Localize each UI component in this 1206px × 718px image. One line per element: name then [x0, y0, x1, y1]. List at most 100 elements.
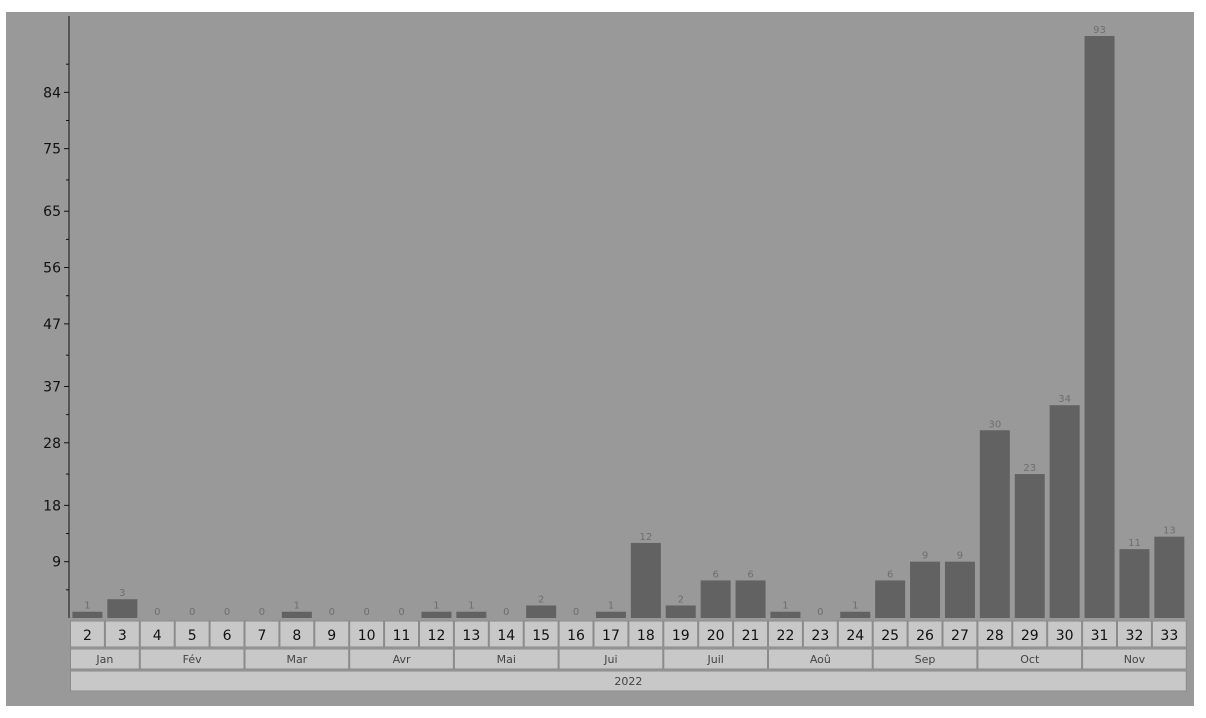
bar — [910, 561, 941, 618]
month-cell — [1082, 648, 1187, 670]
month-cell — [453, 648, 559, 670]
bar — [456, 611, 487, 618]
bar-value-label: 0 — [259, 607, 265, 618]
week-cell — [384, 620, 420, 648]
y-axis-ticks: 9 18 28 37 47 56 65 75 84 — [43, 63, 69, 591]
y-tick-label: 47 — [43, 317, 61, 333]
month-cell — [872, 648, 978, 670]
y-tick-label: 75 — [43, 142, 61, 158]
year-cell — [70, 670, 1187, 692]
week-cell — [663, 620, 699, 648]
week-cell — [942, 620, 978, 648]
week-label: 20 — [707, 628, 725, 644]
bar-value-label: 11 — [1128, 538, 1141, 549]
month-label: Mar — [286, 653, 307, 666]
bar-value-label: 9 — [957, 551, 963, 562]
month-cell — [558, 648, 664, 670]
bar-value-label: 0 — [189, 607, 195, 618]
month-cell — [244, 648, 350, 670]
week-label: 2 — [83, 628, 92, 644]
week-label: 7 — [257, 628, 266, 644]
y-tick-label: 84 — [43, 85, 61, 101]
bar — [526, 605, 557, 618]
bar-value-label: 0 — [398, 607, 404, 618]
bar-value-label: 6 — [747, 569, 753, 580]
week-label: 10 — [358, 628, 376, 644]
y-tick-label: 65 — [43, 204, 61, 220]
week-label: 6 — [223, 628, 232, 644]
month-label: Fév — [183, 653, 202, 666]
bar-value-label: 0 — [363, 607, 369, 618]
week-label: 13 — [462, 628, 480, 644]
week-label: 16 — [567, 628, 585, 644]
week-cell — [837, 620, 873, 648]
month-cell — [663, 648, 768, 670]
week-label: 14 — [497, 628, 515, 644]
y-tick-label: 56 — [43, 261, 61, 277]
bar-value-label: 6 — [712, 569, 718, 580]
bar — [1014, 474, 1045, 618]
week-label: 24 — [846, 628, 864, 644]
week-cell — [139, 620, 175, 648]
month-label: Aoû — [810, 653, 831, 666]
week-cell — [1117, 620, 1152, 648]
week-cell — [977, 620, 1013, 648]
bar-value-label: 1 — [84, 601, 90, 612]
bar-value-label: 1 — [852, 601, 858, 612]
week-cell — [244, 620, 280, 648]
bar-value-label: 1 — [608, 601, 614, 612]
week-cell — [523, 620, 559, 648]
y-tick-label: 28 — [43, 436, 61, 452]
bar — [665, 605, 696, 618]
y-tick-label: 37 — [43, 379, 61, 395]
bar — [1154, 536, 1185, 618]
week-cell — [488, 620, 524, 648]
chart-frame: 9 18 28 37 47 56 65 75 84 1 3 0 0 0 0 1 0 0 0 1 1 0 2 0 1 12 2 6 6 1… — [6, 12, 1194, 706]
month-cell — [70, 648, 140, 670]
week-label: 28 — [986, 628, 1004, 644]
bars — [72, 36, 1185, 618]
week-label: 21 — [742, 628, 760, 644]
bar-value-label: 0 — [573, 607, 579, 618]
bar-value-label: 34 — [1058, 394, 1071, 405]
bar — [735, 580, 766, 618]
bar — [595, 611, 626, 618]
week-cell — [698, 620, 734, 648]
bar-value-label: 1 — [294, 601, 300, 612]
week-label: 31 — [1091, 628, 1109, 644]
month-label: Jan — [95, 653, 113, 666]
month-label: Sep — [915, 653, 936, 666]
y-tick-label: 9 — [52, 555, 61, 571]
bar-value-label: 9 — [922, 551, 928, 562]
week-label: 15 — [532, 628, 550, 644]
bar-value-label: 1 — [468, 601, 474, 612]
bar — [700, 580, 731, 618]
week-label: 17 — [602, 628, 620, 644]
bar-value-label: 1 — [782, 601, 788, 612]
bar — [1119, 549, 1150, 618]
month-cell — [977, 648, 1083, 670]
week-label: 18 — [637, 628, 655, 644]
bar-value-label: 0 — [329, 607, 335, 618]
week-cell — [628, 620, 664, 648]
bar-value-label: 3 — [119, 588, 125, 599]
week-label: 25 — [881, 628, 899, 644]
week-cell — [1012, 620, 1048, 648]
week-cell — [279, 620, 315, 648]
bar — [770, 611, 801, 618]
week-label: 32 — [1126, 628, 1144, 644]
bar — [107, 599, 138, 618]
week-label: 27 — [951, 628, 969, 644]
week-label: 19 — [672, 628, 690, 644]
month-cell — [139, 648, 245, 670]
bar-value-label: 30 — [988, 419, 1001, 430]
bar-value-label: 6 — [887, 569, 893, 580]
week-cell — [104, 620, 140, 648]
bar-value-label: 0 — [154, 607, 160, 618]
week-cell — [70, 620, 105, 648]
month-label: Oct — [1020, 653, 1040, 666]
bar-value-label: 2 — [538, 594, 544, 605]
week-cell — [558, 620, 594, 648]
week-cell — [1047, 620, 1083, 648]
